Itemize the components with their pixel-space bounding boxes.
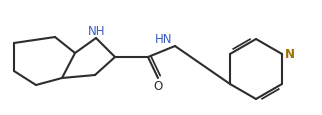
Text: HN: HN xyxy=(155,33,172,46)
Text: NH: NH xyxy=(88,25,106,38)
Text: O: O xyxy=(153,79,163,92)
Text: N: N xyxy=(285,48,295,61)
